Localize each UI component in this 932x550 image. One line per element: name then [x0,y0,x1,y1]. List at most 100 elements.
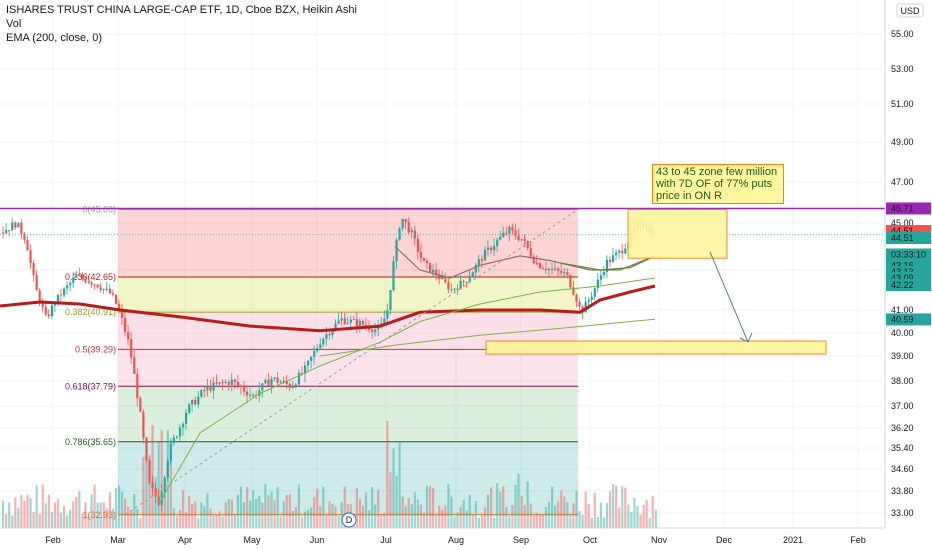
volume-bar [493,517,496,528]
volume-bar [178,509,182,528]
annotation-line-3: price in ON R [656,190,723,202]
candle [172,437,175,444]
price-tag [886,313,931,326]
volume-bar [535,512,538,528]
volume-bar [599,502,602,528]
candle [316,348,319,352]
candle [346,322,349,324]
volume-bar [612,484,615,528]
volume-bar [264,483,267,528]
volume-bar [188,496,191,528]
volume-bar [605,502,609,528]
candle [352,319,355,321]
volume-bar [523,505,526,528]
volume-bar [468,494,471,528]
time-tick-10: Dec [716,535,733,545]
fib-band-3 [118,349,578,387]
volume-bar [474,500,477,528]
volume-bar [41,484,44,528]
volume-bar [26,494,29,528]
candle [514,230,517,236]
volume-bar [261,502,264,528]
candle [544,268,548,271]
volume-bar [459,507,462,528]
candle [422,258,426,261]
fib-label-3: 0.5(39.29) [75,344,116,354]
time-tick-3: May [243,535,261,545]
candle [264,379,267,384]
volume-bar [355,488,358,528]
candle [169,443,172,461]
candle [447,282,450,290]
volume-bar [508,515,511,528]
volume-bar [279,516,282,528]
candle [395,239,398,262]
volume-bar [218,511,221,528]
candle [523,239,526,242]
candle [517,235,520,240]
volume-bar [618,507,621,528]
volume-bar [2,500,5,528]
candle [41,302,44,307]
volume-bar [554,505,557,528]
volume-bar [307,509,310,528]
candle [493,245,496,251]
candle [194,400,197,405]
candle [578,301,581,307]
volume-bars [2,420,657,528]
candle [157,496,160,506]
time-tick-6: Aug [448,535,464,545]
time-tick-8: Oct [583,535,598,545]
volume-bar [486,494,490,528]
volume-bar [285,494,288,528]
candle [32,262,35,276]
volume-bar [526,481,529,528]
candle [163,477,166,492]
fib-label-1: 0.236(42.65) [65,272,116,282]
volume-label: Vol [6,18,22,30]
time-tick-4: Jun [310,535,325,545]
volume-bar [432,487,435,528]
fib-band-1 [118,277,578,313]
candle [593,288,596,297]
candle [178,427,182,437]
candle [541,267,545,269]
price-tag-label: 44.51 [891,233,914,243]
volume-bar [249,500,252,528]
volume-bar [514,484,517,528]
volume-bar [395,475,398,528]
candle [69,282,72,286]
candle [477,259,480,266]
volume-bar [203,506,206,528]
volume-bar [389,472,392,528]
candle [145,437,148,461]
candle [75,274,78,278]
fib-label-6: 1(32.93) [82,510,116,520]
volume-bar [227,499,230,528]
volume-bar [267,495,270,528]
candle [496,239,499,246]
volume-bar [520,495,523,528]
candle [615,252,618,256]
candle [453,288,456,290]
candle [429,262,432,273]
candle [139,398,142,412]
candle [227,381,230,385]
volume-bar [23,500,26,528]
volume-bar [642,504,645,528]
volume-bar [200,502,203,528]
volume-bar [602,517,606,528]
volume-bar [639,514,642,528]
candle [499,236,502,240]
candle [261,383,264,391]
annotation-note[interactable]: 43 to 45 zone few million with 7D OF of … [652,164,784,204]
volume-bar [374,504,377,528]
time-tick-1: Mar [110,535,126,545]
candle [450,289,453,291]
candle [371,329,374,332]
ema-200-line [0,284,656,333]
volume-bar [258,495,261,528]
candle [456,288,459,290]
candle [587,299,590,302]
